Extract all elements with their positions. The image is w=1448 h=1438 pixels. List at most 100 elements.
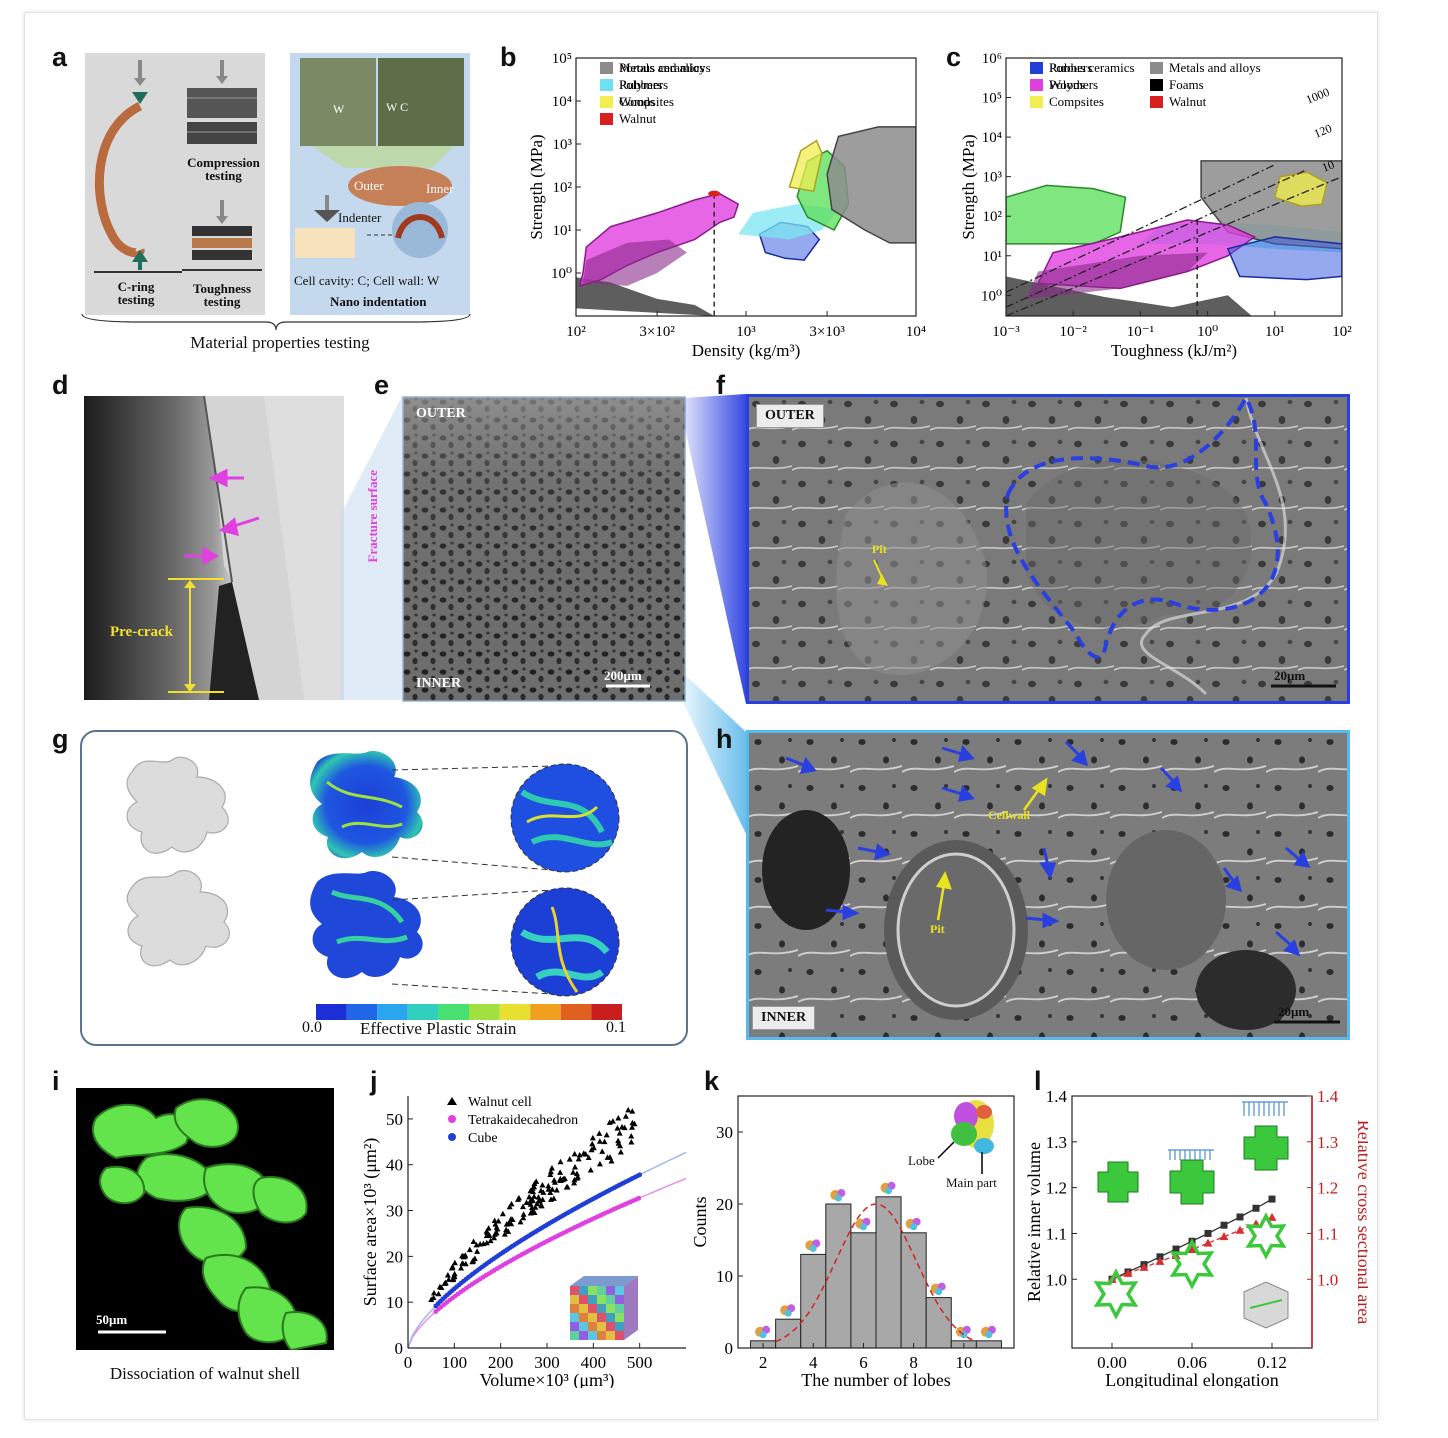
inset-cell <box>579 1295 588 1304</box>
point-walnut-cell <box>571 1179 578 1186</box>
guide-line <box>1006 169 1308 308</box>
inset-voronoi-cube <box>570 1276 638 1340</box>
point-walnut-cell <box>571 1150 578 1157</box>
x-tick-label: 10⁻² <box>1059 324 1087 340</box>
point-walnut-cell <box>614 1125 621 1131</box>
legend-marker <box>448 1133 456 1141</box>
point-walnut-cell <box>503 1226 510 1233</box>
panel-label-h: h <box>716 724 733 754</box>
guide-line <box>1006 164 1276 293</box>
panel-label-g: g <box>52 724 69 754</box>
label-h-pit: Pit <box>930 922 945 936</box>
point-cross-section <box>1267 1212 1277 1221</box>
colorbar-title: Effective Plastic Strain <box>360 1019 517 1038</box>
inset-cell <box>615 1313 624 1322</box>
y-axis-label: Surface area×10³ (μm²) <box>360 1138 381 1307</box>
x-tick-label: 0 <box>404 1353 413 1372</box>
point-walnut-cell <box>608 1157 615 1164</box>
point-walnut-cell <box>547 1196 554 1202</box>
point-walnut-cell <box>629 1108 636 1114</box>
point-walnut-cell <box>604 1154 611 1160</box>
legend-label: Walnut <box>1169 94 1207 109</box>
point-walnut-cell <box>459 1260 466 1267</box>
y-tick-label: 10⁴ <box>552 94 572 110</box>
axes-frame <box>1005 57 1343 317</box>
point-walnut-cell <box>536 1196 543 1203</box>
legend-label: Metals and alloys <box>619 60 711 75</box>
point-walnut-cell <box>527 1201 534 1207</box>
star-section <box>1245 1212 1287 1260</box>
legend-swatch <box>600 79 613 91</box>
x-tick-label: 200 <box>488 1353 514 1372</box>
point-walnut-cell <box>609 1118 616 1124</box>
point-walnut-cell <box>574 1174 581 1180</box>
point-walnut-cell <box>589 1134 596 1141</box>
y-tick-label: 10¹ <box>553 223 573 239</box>
point-inner-volume <box>1220 1221 1228 1229</box>
histogram-bar <box>800 1253 827 1349</box>
point-walnut-cell <box>629 1119 636 1126</box>
colorbar-max: 0.1 <box>606 1019 626 1036</box>
point-cube <box>637 1172 643 1178</box>
colorbar-segment <box>316 1004 347 1020</box>
legend-swatch <box>600 96 613 108</box>
x-tick-label: 10² <box>566 324 586 340</box>
label-compression: Compression testing <box>187 155 260 183</box>
y-tick-label: 30 <box>716 1123 733 1142</box>
point-walnut-cell <box>444 1271 451 1278</box>
y-tick-label: 0 <box>395 1339 404 1358</box>
inset-cell <box>606 1331 615 1340</box>
point-walnut-cell <box>491 1234 498 1241</box>
y-tick-label: 10³ <box>553 137 573 153</box>
point-inner-volume <box>1252 1204 1260 1212</box>
inset-cell <box>597 1331 606 1340</box>
point-walnut-cell <box>585 1154 592 1161</box>
walnut-marker <box>708 190 721 197</box>
x-axis-label: Longitudinal elongation <box>1105 1370 1278 1388</box>
point-walnut-cell <box>628 1138 635 1145</box>
point-walnut-cell <box>531 1209 538 1216</box>
legend-marker <box>448 1115 456 1123</box>
guide-line <box>1006 176 1342 316</box>
point-walnut-cell <box>557 1169 564 1175</box>
colorbar-segment <box>499 1004 531 1020</box>
point-walnut-cell <box>470 1238 477 1245</box>
lobed-cell-strain <box>310 751 423 979</box>
colorbar-segment <box>469 1004 500 1020</box>
y-tick-label: 1.0 <box>1046 1270 1067 1289</box>
point-walnut-cell <box>615 1140 622 1146</box>
point-walnut-cell <box>520 1211 527 1217</box>
tag-f-outer: OUTER <box>756 404 824 428</box>
legend-swatch <box>600 113 613 125</box>
y2-tick-label: 1.2 <box>1317 1179 1338 1198</box>
bar-icon <box>935 1288 943 1296</box>
point-walnut-cell <box>445 1276 452 1282</box>
point-walnut-cell <box>493 1224 500 1230</box>
x-tick-label: 400 <box>581 1353 607 1372</box>
point-walnut-cell <box>451 1270 458 1277</box>
x-tick-label: 8 <box>909 1353 918 1372</box>
y-tick-label: 10 <box>386 1293 403 1312</box>
y2-tick-label: 1.1 <box>1317 1224 1338 1243</box>
point-walnut-cell <box>589 1140 596 1147</box>
x-axis-label: The number of lobes <box>801 1370 950 1388</box>
inset-cell <box>606 1304 615 1313</box>
point-walnut-cell <box>571 1176 578 1183</box>
cross-model <box>1243 1125 1289 1171</box>
point-walnut-cell <box>547 1168 554 1175</box>
label-wc: W C <box>386 100 409 114</box>
point-walnut-cell <box>575 1155 582 1162</box>
guide-label: 10 <box>1320 157 1336 174</box>
point-walnut-cell <box>547 1189 554 1196</box>
panel-label-l: l <box>1034 1066 1042 1096</box>
legend-swatch <box>1030 62 1043 74</box>
inset-cell <box>579 1322 588 1331</box>
inset-cell <box>615 1295 624 1304</box>
inset-cell <box>570 1331 579 1340</box>
panel-d-image <box>84 396 344 700</box>
plot-area <box>576 126 916 316</box>
point-walnut-cell <box>499 1210 506 1217</box>
point-walnut-cell <box>622 1113 629 1119</box>
label-toughness: Toughness testing <box>192 281 252 309</box>
legend-swatch <box>1030 79 1043 91</box>
